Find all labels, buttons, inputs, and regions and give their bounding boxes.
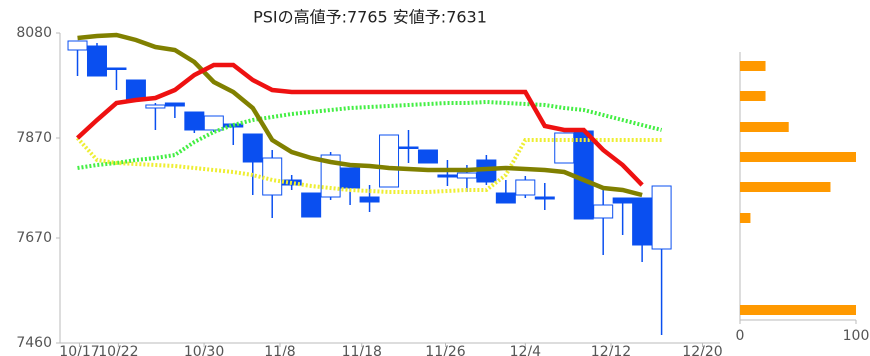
hist-x-tick-label: 0 xyxy=(736,328,745,344)
candle-body xyxy=(340,167,361,189)
candle-body xyxy=(164,102,185,107)
candle-body xyxy=(242,133,263,163)
candle-body xyxy=(612,197,633,204)
chart-title: PSIの高値予:7765 安値予:7631 xyxy=(253,8,487,27)
x-tick-label: 11/18 xyxy=(342,344,382,356)
hist-bar xyxy=(740,122,789,132)
line-ma-high xyxy=(75,62,644,187)
y-tick-label: 8080 xyxy=(16,25,52,41)
candle-body xyxy=(437,174,458,178)
candle-body xyxy=(86,45,107,77)
candle-body xyxy=(515,179,536,196)
x-tick-label: 10/17 xyxy=(59,344,99,356)
candle-body xyxy=(632,197,653,246)
x-tick-label: 11/8 xyxy=(264,344,295,356)
line-lower xyxy=(76,136,662,194)
candle-body xyxy=(495,192,516,204)
candle-body xyxy=(145,104,166,109)
candle-body xyxy=(554,132,575,164)
candle-body xyxy=(106,67,127,70)
candle-body xyxy=(534,196,555,200)
candle-body xyxy=(417,149,438,164)
hist-bar xyxy=(740,213,751,223)
candle-body xyxy=(203,115,224,131)
y-tick-label: 7870 xyxy=(16,130,52,146)
hist-x-tick-label: 100 xyxy=(843,328,870,344)
candle-body xyxy=(398,146,419,149)
line-upper xyxy=(77,99,663,170)
candle-body xyxy=(359,196,380,203)
hist-bar xyxy=(740,91,766,101)
x-tick-label: 10/30 xyxy=(184,344,224,356)
candle-body xyxy=(262,157,283,196)
y-tick-label: 7460 xyxy=(16,335,52,351)
line-ma-long xyxy=(77,32,643,198)
candle-body xyxy=(125,79,146,101)
candle-body xyxy=(184,111,205,131)
candle-body xyxy=(651,185,672,250)
candle-body xyxy=(301,192,322,218)
hist-bar xyxy=(740,152,856,162)
candle-body xyxy=(593,204,614,219)
hist-bar xyxy=(740,182,831,192)
x-tick-label: 12/12 xyxy=(591,344,631,356)
candle-body xyxy=(456,172,477,179)
x-tick-label: 12/4 xyxy=(510,344,542,356)
hist-bar xyxy=(740,305,856,315)
x-tick-label: 12/20 xyxy=(682,344,722,356)
y-tick-label: 7670 xyxy=(16,230,52,246)
x-tick-label: 11/26 xyxy=(425,344,465,356)
candle-body xyxy=(67,40,88,51)
hist-bar xyxy=(740,61,766,71)
x-tick-label: 10/22 xyxy=(98,344,138,356)
candle-body xyxy=(379,134,400,188)
